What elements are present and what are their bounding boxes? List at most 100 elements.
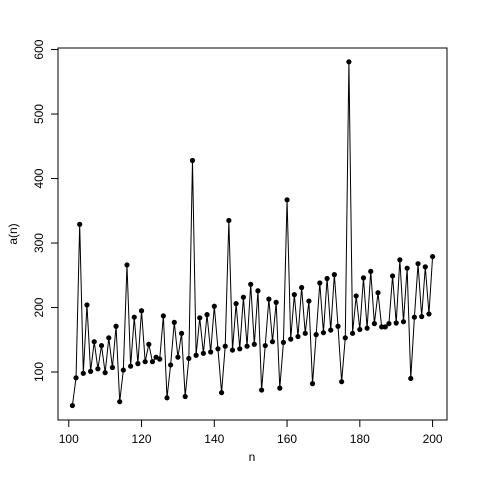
data-point <box>160 313 166 319</box>
x-tick-label: 100 <box>59 432 79 446</box>
data-point <box>113 323 119 329</box>
data-point <box>215 346 221 352</box>
y-tick-label: 200 <box>32 297 46 317</box>
data-point <box>317 280 323 286</box>
data-point <box>149 359 156 365</box>
data-point <box>291 292 297 298</box>
data-point <box>419 313 425 320</box>
data-point <box>302 330 308 336</box>
data-point <box>415 261 421 267</box>
data-point <box>128 363 134 369</box>
data-point <box>379 324 385 330</box>
data-point <box>335 323 341 329</box>
x-axis-label: n <box>249 450 256 464</box>
data-point <box>364 325 370 331</box>
y-tick-label: 400 <box>32 168 46 188</box>
data-point <box>189 157 196 164</box>
data-point <box>248 281 254 287</box>
data-point <box>262 342 268 349</box>
data-point <box>251 341 257 347</box>
x-tick-label: 120 <box>132 432 152 446</box>
data-point <box>273 299 279 305</box>
data-point <box>218 390 225 396</box>
data-line <box>71 61 434 406</box>
data-point <box>211 303 217 309</box>
data-point <box>80 370 86 376</box>
data-point <box>120 367 126 373</box>
data-point <box>324 275 330 282</box>
data-point <box>360 275 367 281</box>
data-point <box>204 312 210 318</box>
data-point <box>331 272 337 278</box>
x-tick-label: 180 <box>350 432 370 446</box>
data-point <box>175 354 181 360</box>
data-point <box>87 368 94 374</box>
data-point <box>255 288 261 294</box>
data-point <box>229 347 236 353</box>
data-point <box>309 381 316 387</box>
x-tick-label: 140 <box>204 432 224 446</box>
data-point <box>313 332 319 338</box>
x-tick-label: 200 <box>423 432 443 446</box>
data-point <box>400 319 407 325</box>
data-point <box>386 321 392 327</box>
data-point <box>389 273 396 279</box>
data-point <box>222 343 228 349</box>
data-point <box>382 324 388 330</box>
data-point <box>320 330 327 336</box>
x-tick-label: 160 <box>277 432 297 446</box>
data-point <box>131 314 137 320</box>
data-point <box>200 350 206 356</box>
data-point <box>346 59 352 65</box>
data-point <box>138 308 145 314</box>
data-point <box>244 343 250 349</box>
data-point <box>237 346 243 352</box>
data-point <box>375 290 381 296</box>
data-point <box>258 387 265 393</box>
data-point <box>186 355 192 362</box>
data-point <box>266 296 272 302</box>
data-point <box>411 314 418 320</box>
y-tick-label: 600 <box>32 39 46 59</box>
plot-frame <box>57 47 448 421</box>
data-point <box>95 366 101 372</box>
data-point <box>98 342 105 349</box>
data-point <box>299 284 305 291</box>
data-point <box>91 339 97 345</box>
data-point <box>77 221 83 227</box>
data-point <box>146 341 152 347</box>
data-point <box>288 336 294 342</box>
data-point <box>182 393 188 400</box>
data-point <box>422 264 428 270</box>
data-point <box>306 298 312 304</box>
data-point <box>280 339 287 345</box>
data-point <box>135 361 141 367</box>
data-point <box>368 268 374 275</box>
data-point <box>109 364 116 371</box>
data-point <box>328 327 334 333</box>
data-point <box>353 293 359 299</box>
data-point <box>208 349 214 355</box>
data-point <box>178 330 185 336</box>
data-point <box>393 320 399 326</box>
data-point <box>240 294 247 300</box>
data-point <box>284 197 290 203</box>
y-axis-label: a(n) <box>6 223 20 244</box>
data-point <box>69 402 76 409</box>
data-point <box>117 399 123 405</box>
data-point <box>102 370 108 376</box>
data-point <box>106 335 112 341</box>
data-point <box>397 257 403 263</box>
data-point <box>157 356 163 362</box>
y-tick-label: 100 <box>32 362 46 382</box>
data-point <box>193 352 199 358</box>
data-point <box>168 362 174 368</box>
data-point <box>342 335 348 341</box>
data-point <box>269 339 276 345</box>
y-tick-label: 500 <box>32 104 46 124</box>
data-point <box>426 311 432 317</box>
y-tick-label: 300 <box>32 233 46 253</box>
data-point <box>197 315 203 321</box>
data-point <box>371 321 377 327</box>
